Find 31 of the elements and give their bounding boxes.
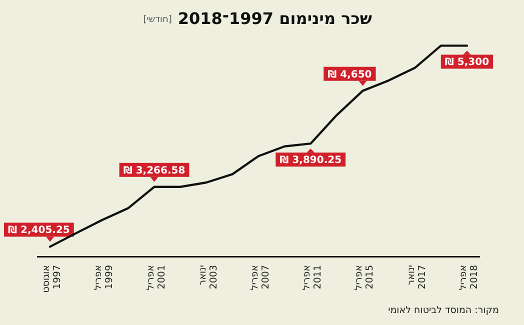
data-label: ₪ 3,266.58	[123, 165, 186, 176]
data-label: ₪ 3,266.58	[119, 162, 190, 182]
x-tick-label: 2001	[156, 265, 168, 290]
data-label: ₪ 2,405.25	[4, 222, 74, 242]
x-tick-label: אוגוסט	[41, 265, 52, 293]
x-tick-label: 2017	[416, 265, 428, 290]
data-label: ₪ 4,650	[328, 69, 372, 80]
x-tick-label: ינואר	[406, 265, 417, 286]
data-label: ₪ 3,890.25	[280, 155, 342, 166]
title: שכר מינימום 1997־2018	[178, 9, 372, 28]
data-label: ₪ 5,300	[440, 50, 494, 69]
data-label: ₪ 4,650	[324, 66, 376, 86]
annotation: מקור: המוסד לביטוח לאומי	[388, 305, 499, 316]
x-tick-label: 2007	[260, 265, 272, 290]
x-tick-label: אפריל	[93, 265, 104, 290]
data-label: ₪ 5,300	[444, 57, 490, 68]
x-tick-label: 2003	[208, 265, 220, 290]
x-tick-label: אפריל	[302, 265, 313, 290]
data-label: ₪ 3,890.25	[276, 148, 346, 167]
data-label: ₪ 2,405.25	[8, 225, 70, 236]
x-tick-label: 1999	[104, 265, 116, 290]
x-tick-label: אפריל	[354, 265, 365, 290]
x-tick-label: אפריל	[250, 265, 260, 290]
x-tick-label: 1997	[52, 265, 64, 290]
x-tick-label: ינואר	[197, 265, 208, 286]
x-tick-label: 2015	[364, 265, 376, 290]
subtitle: [חודשי]	[143, 15, 172, 25]
x-tick-label: אפריל	[145, 265, 156, 290]
x-tick-label: אפריל	[458, 265, 469, 290]
x-tick-label: 2011	[312, 265, 324, 290]
x-tick-label: 2018	[468, 265, 480, 290]
